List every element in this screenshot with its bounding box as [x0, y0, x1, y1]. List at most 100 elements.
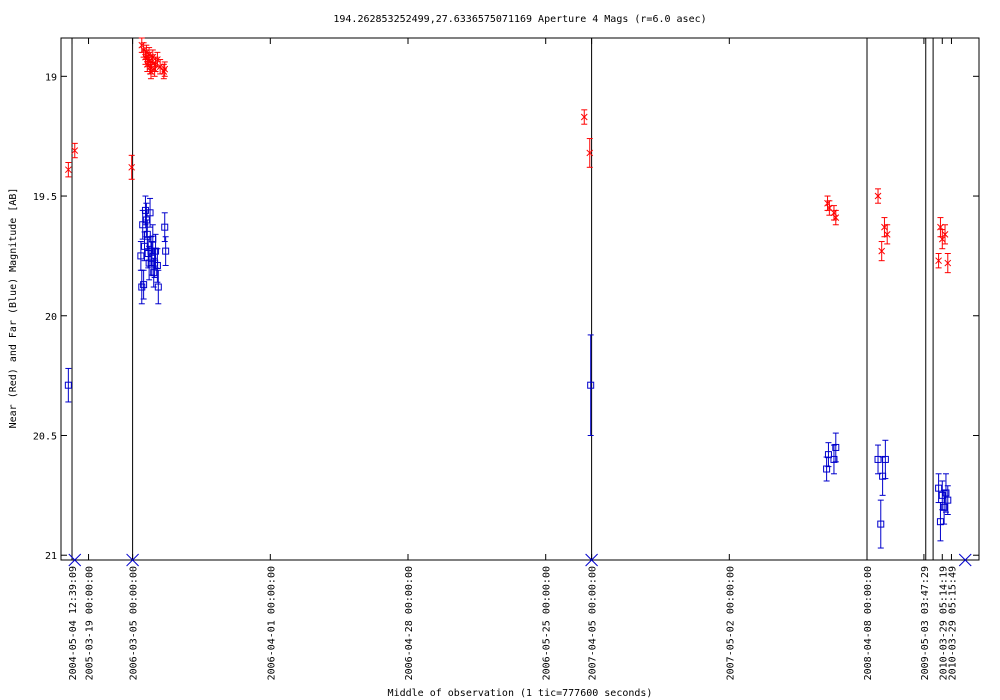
x-tick-label: 2010-03-29 05:15:49 [947, 566, 958, 680]
square-marker [154, 283, 162, 291]
square-marker [877, 520, 885, 528]
near-point [941, 224, 949, 245]
y-tick-label: 20.5 [33, 431, 57, 442]
square-marker [138, 283, 146, 291]
far-point [877, 499, 885, 549]
square-marker [587, 381, 595, 389]
square-marker [881, 455, 889, 463]
near-point [878, 241, 886, 262]
square-marker [137, 252, 145, 260]
x-marker [71, 147, 79, 154]
far-point [146, 197, 154, 228]
x-tick-label: 2004-05-04 12:39:09 [68, 566, 79, 680]
plot-frame [60, 37, 980, 561]
square-marker [150, 269, 158, 277]
y-axis-ticks: 19 19.5 20 20.5 21 [33, 72, 979, 562]
baseline-x-marker [585, 553, 598, 567]
x-marker [938, 235, 946, 243]
y-tick-label: 19 [45, 72, 57, 83]
square-marker [143, 230, 151, 238]
baseline-x-marker [126, 553, 139, 567]
square-marker [146, 209, 154, 217]
x-marker [128, 163, 136, 171]
far-point [874, 444, 882, 475]
x-marker [64, 166, 72, 174]
series-near [64, 37, 952, 274]
x-marker [161, 65, 169, 73]
near-point [586, 138, 594, 168]
square-marker [944, 496, 952, 504]
near-point [881, 217, 888, 238]
x-marker [941, 230, 949, 238]
near-point [580, 109, 588, 125]
square-marker [824, 451, 832, 459]
near-point [128, 154, 136, 180]
square-marker [940, 503, 948, 511]
chart-title: 194.262853252499,27.6336575071169 Apertu… [333, 14, 706, 25]
square-marker [140, 281, 148, 289]
x-tick-label: 2006-03-05 00:00:00 [129, 566, 140, 680]
near-point [161, 61, 169, 77]
square-marker [152, 247, 160, 255]
x-marker [874, 192, 882, 200]
square-marker [938, 491, 946, 499]
far-point [162, 236, 170, 266]
far-point [64, 367, 72, 403]
square-marker [823, 465, 831, 473]
near-point [874, 188, 882, 204]
far-point [143, 219, 151, 250]
near-point [935, 253, 942, 269]
baseline-x-marker [68, 553, 82, 567]
near-point [938, 229, 946, 250]
y-tick-label: 20 [45, 312, 57, 323]
baseline-x-marker [958, 553, 972, 567]
x-marker [580, 113, 588, 121]
near-point [64, 162, 72, 178]
square-marker [162, 247, 170, 255]
x-tick-label: 2006-04-01 00:00:00 [266, 566, 277, 680]
x-tick-label: 2008-04-08 00:00:00 [863, 566, 874, 680]
x-marker [586, 149, 594, 157]
near-point [71, 142, 79, 159]
far-point [140, 269, 148, 300]
far-point [150, 257, 158, 288]
x-marker [878, 247, 886, 255]
series-far [64, 195, 952, 549]
x-tick-label: 2005-03-19 00:00:00 [85, 566, 96, 680]
near-point [160, 63, 168, 80]
y-tick-label: 21 [45, 551, 57, 562]
far-point [823, 456, 831, 482]
x-tick-label: 2006-04-28 00:00:00 [404, 566, 415, 680]
x-tick-label: 2010-03-29 05:14:19 [938, 566, 949, 680]
far-point [154, 269, 162, 305]
x-tick-label: 2007-04-05 00:00:00 [588, 566, 599, 680]
far-point [153, 248, 161, 283]
far-point [832, 432, 840, 463]
x-marker [944, 259, 952, 267]
far-point [944, 485, 952, 516]
baseline-markers [68, 553, 972, 567]
near-point [944, 253, 952, 274]
x-axis-label: Middle of observation (1 tic=777600 seco… [388, 688, 653, 699]
x-tick-label: 2006-05-25 00:00:00 [542, 566, 553, 680]
x-axis-ticks: 2004-05-04 12:39:09 2005-03-19 00:00:00 20… [68, 38, 958, 680]
square-marker [874, 455, 882, 463]
square-marker [141, 206, 149, 214]
x-marker [883, 230, 891, 238]
square-marker [830, 455, 838, 463]
near-point [832, 209, 840, 226]
x-marker [935, 257, 942, 265]
square-marker [942, 489, 950, 497]
y-axis-label: Near (Red) and Far (Blue) Magnitude [AB] [8, 188, 19, 429]
x-tick-label: 2009-05-03 03:47:29 [920, 566, 931, 680]
far-point [137, 241, 145, 271]
square-marker [161, 223, 169, 231]
near-point [883, 224, 891, 245]
square-marker [64, 381, 72, 389]
square-marker [147, 247, 155, 255]
square-marker [832, 443, 840, 451]
far-point [824, 442, 832, 468]
observation-break-lines [71, 38, 934, 560]
far-point [587, 334, 595, 436]
